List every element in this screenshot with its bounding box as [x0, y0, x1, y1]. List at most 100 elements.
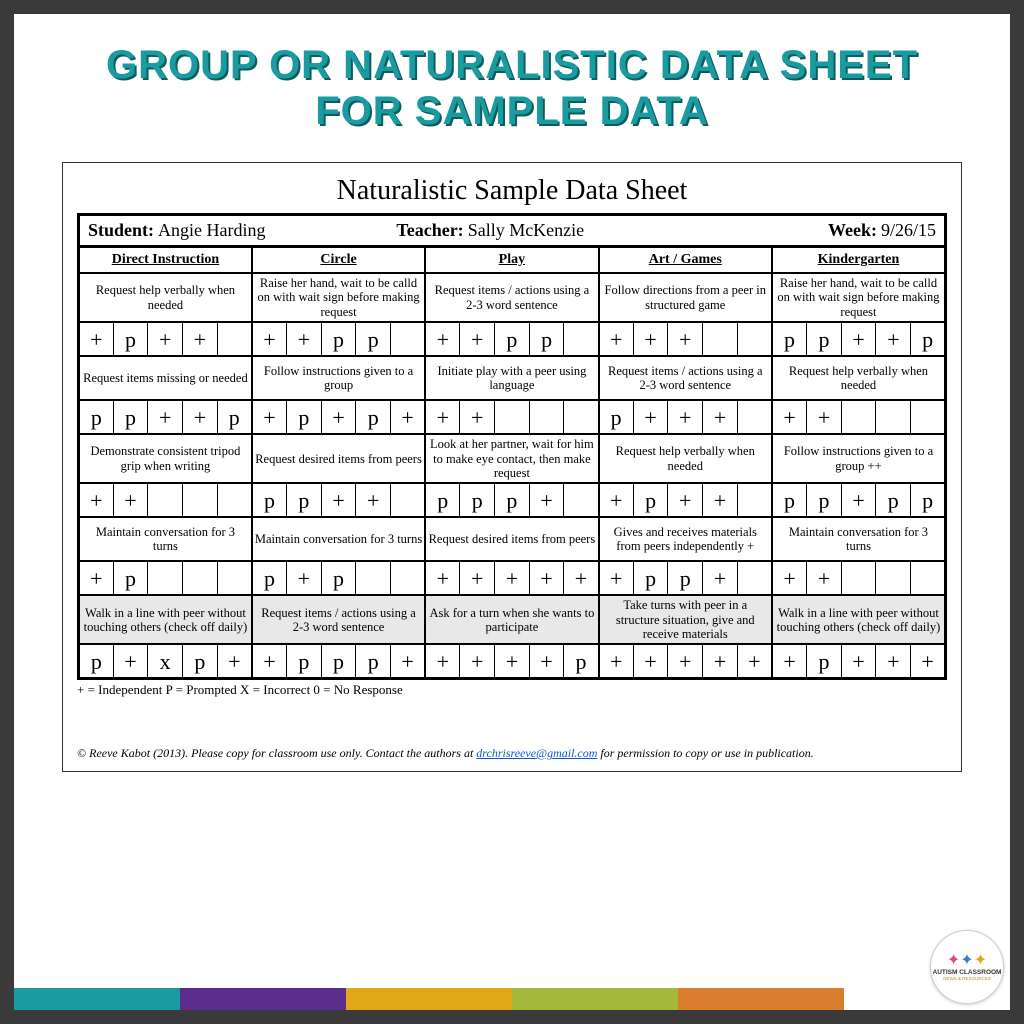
mark-cell: +	[217, 644, 252, 678]
mark-cell: +	[356, 483, 391, 517]
skill-description: Request desired items from peers	[252, 434, 425, 483]
mark-cell	[911, 561, 946, 595]
mark-cell	[876, 400, 911, 434]
mark-cell: +	[425, 644, 460, 678]
page: GROUP OR NATURALISTIC DATA SHEET FOR SAM…	[14, 14, 1010, 1010]
mark-cell: p	[911, 322, 946, 356]
skill-description: Raise her hand, wait to be calld on with…	[772, 273, 946, 322]
mark-cell: p	[876, 483, 911, 517]
skill-description: Maintain conversation for 3 turns	[252, 517, 425, 561]
mark-cell: +	[321, 483, 356, 517]
mark-cell: +	[529, 644, 564, 678]
skill-description: Initiate play with a peer using language	[425, 356, 598, 400]
mark-cell: +	[287, 322, 322, 356]
mark-cell	[217, 483, 252, 517]
mark-cell: +	[564, 561, 599, 595]
mark-cell	[391, 322, 426, 356]
mark-cell: +	[79, 483, 114, 517]
mark-cell: +	[460, 400, 495, 434]
mark-cell: +	[529, 561, 564, 595]
mark-cell: p	[321, 644, 356, 678]
mark-cell: p	[321, 322, 356, 356]
mark-cell: +	[841, 644, 876, 678]
mark-cell: p	[113, 400, 148, 434]
mark-cell	[217, 561, 252, 595]
color-bar-segment	[180, 988, 346, 1010]
color-bar-segment	[678, 988, 844, 1010]
mark-cell: +	[876, 644, 911, 678]
mark-cell	[841, 400, 876, 434]
mark-cell	[737, 483, 772, 517]
title-line-2: FOR SAMPLE DATA	[315, 89, 709, 133]
mark-cell	[564, 483, 599, 517]
mark-cell: +	[668, 483, 703, 517]
mark-cell: +	[183, 322, 218, 356]
mark-cell: +	[668, 400, 703, 434]
mark-cell: p	[633, 561, 668, 595]
mark-cell: +	[79, 322, 114, 356]
brand-logo: ✦✦✦ AUTISM CLASSROOM NEWS & RESOURCES	[930, 930, 1004, 1004]
copyright: © Reeve Kabot (2013). Please copy for cl…	[77, 746, 947, 761]
mark-cell: +	[425, 322, 460, 356]
column-header: Direct Instruction	[79, 247, 252, 274]
mark-cell: p	[113, 322, 148, 356]
mark-cell: +	[772, 400, 807, 434]
mark-cell: +	[668, 644, 703, 678]
mark-cell: +	[425, 400, 460, 434]
skill-description: Maintain conversation for 3 turns	[772, 517, 946, 561]
skill-description: Request help verbally when needed	[772, 356, 946, 400]
mark-cell: +	[668, 322, 703, 356]
mark-cell: +	[460, 322, 495, 356]
skill-description: Request help verbally when needed	[599, 434, 772, 483]
mark-cell: +	[807, 400, 842, 434]
teacher-label: Teacher:	[396, 220, 463, 241]
color-bar	[14, 988, 1010, 1010]
skill-description: Request items / actions using a 2-3 word…	[425, 273, 598, 322]
logo-line-1: AUTISM CLASSROOM	[933, 969, 1002, 976]
color-bar-segment	[346, 988, 512, 1010]
mark-cell	[217, 322, 252, 356]
mark-cell: p	[356, 400, 391, 434]
mark-cell: +	[79, 561, 114, 595]
mark-cell: +	[391, 400, 426, 434]
mark-cell	[737, 400, 772, 434]
mark-cell: +	[460, 644, 495, 678]
mark-cell	[737, 561, 772, 595]
skill-description: Follow instructions given to a group ++	[772, 434, 946, 483]
mark-cell: p	[287, 644, 322, 678]
column-header: Art / Games	[599, 247, 772, 274]
copyright-email-link[interactable]: drchrisreeve@gmail.com	[476, 746, 597, 760]
title-line-1: GROUP OR NATURALISTIC DATA SHEET	[106, 43, 918, 87]
teacher-value: Sally McKenzie	[468, 220, 584, 241]
mark-cell: +	[703, 483, 738, 517]
mark-cell: p	[425, 483, 460, 517]
mark-cell	[911, 400, 946, 434]
mark-cell: +	[391, 644, 426, 678]
mark-cell: p	[252, 561, 287, 595]
main-title: GROUP OR NATURALISTIC DATA SHEET FOR SAM…	[14, 42, 1010, 134]
mark-cell: p	[564, 644, 599, 678]
info-row: Student: Angie Harding Teacher: Sally Mc…	[77, 213, 947, 245]
mark-cell: +	[841, 483, 876, 517]
week-value: 9/26/15	[881, 220, 936, 241]
mark-cell: +	[772, 644, 807, 678]
mark-cell: +	[252, 322, 287, 356]
skill-description: Follow directions from a peer in structu…	[599, 273, 772, 322]
data-sheet: Naturalistic Sample Data Sheet Student: …	[62, 162, 962, 772]
mark-cell: p	[356, 644, 391, 678]
skill-description: Request help verbally when needed	[79, 273, 252, 322]
skill-description: Gives and receives materials from peers …	[599, 517, 772, 561]
legend: + = Independent P = Prompted X = Incorre…	[77, 682, 947, 698]
skill-description: Walk in a line with peer without touchin…	[772, 595, 946, 644]
mark-cell	[183, 561, 218, 595]
mark-cell	[564, 400, 599, 434]
copyright-pre: © Reeve Kabot (2013). Please copy for cl…	[77, 746, 476, 760]
mark-cell: +	[252, 644, 287, 678]
mark-cell: +	[148, 400, 183, 434]
skill-description: Request items / actions using a 2-3 word…	[599, 356, 772, 400]
skill-description: Maintain conversation for 3 turns	[79, 517, 252, 561]
mark-cell: +	[737, 644, 772, 678]
mark-cell: +	[321, 400, 356, 434]
mark-cell: +	[772, 561, 807, 595]
mark-cell: +	[703, 400, 738, 434]
